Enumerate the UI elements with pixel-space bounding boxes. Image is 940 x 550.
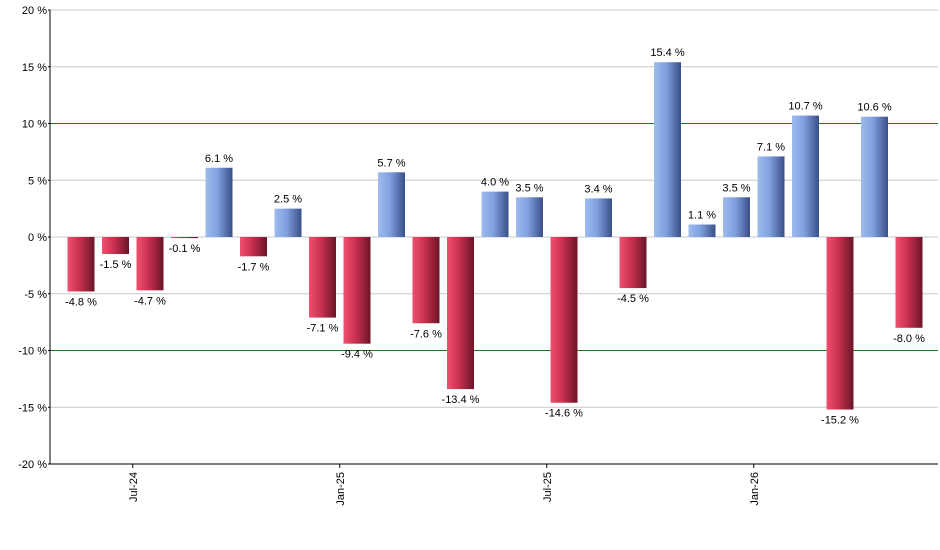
bar: [447, 237, 474, 390]
x-axis-tick-labels: Jul-24 Jan-25 Jul-25 Jan-26: [128, 472, 761, 506]
y-tick-label: -20 %: [18, 459, 47, 471]
bar: [240, 237, 267, 257]
bar: [412, 237, 440, 324]
x-tick-label: Jul-24: [128, 472, 140, 502]
data-label: -7.6 %: [410, 328, 442, 340]
bar: [378, 172, 405, 237]
x-tick-label: Jan-25: [335, 472, 347, 506]
bar: [585, 198, 612, 237]
bar: [792, 115, 819, 237]
x-tick-label: Jan-26: [749, 472, 761, 506]
data-label: -4.8 %: [65, 296, 97, 308]
bar: [481, 191, 509, 237]
data-label: -1.7 %: [238, 261, 270, 273]
bar: [309, 237, 336, 318]
y-tick-label: 5 %: [28, 175, 47, 187]
data-label: 3.4 %: [584, 183, 612, 195]
bar: [895, 237, 923, 328]
y-tick-label: 0 %: [28, 232, 47, 244]
data-label: -14.6 %: [545, 408, 583, 420]
bar: [688, 224, 716, 237]
y-tick-label: 10 %: [22, 119, 47, 131]
data-label: 15.4 %: [650, 47, 684, 59]
bar: [136, 237, 164, 291]
data-label: 1.1 %: [688, 210, 716, 222]
data-label: 10.6 %: [857, 102, 891, 114]
data-label: 3.5 %: [722, 182, 750, 194]
data-label: 5.7 %: [377, 157, 405, 169]
y-tick-label: -5 %: [24, 289, 47, 301]
data-label: 4.0 %: [481, 177, 509, 189]
data-label: -4.5 %: [617, 293, 649, 305]
bar: [826, 237, 854, 410]
bar: [723, 197, 750, 237]
bar: [757, 156, 785, 237]
data-label: -1.5 %: [100, 259, 132, 271]
bar: [205, 167, 233, 237]
y-tick-label: 20 %: [22, 5, 47, 17]
bar: [102, 237, 129, 255]
y-tick-label: -15 %: [18, 402, 47, 414]
y-tick-label: -10 %: [18, 346, 47, 358]
data-label: -13.4 %: [442, 394, 480, 406]
axes: [48, 9, 938, 468]
y-axis-tick-labels: 20 % 15 % 10 % 5 % 0 % -5 % -10 % -15 % -20 %: [18, 5, 47, 471]
data-label: 3.5 %: [515, 182, 543, 194]
data-label: -0.1 %: [169, 243, 201, 255]
data-label: -8.0 %: [893, 333, 925, 345]
bar: [516, 197, 543, 237]
data-label: -15.2 %: [821, 415, 859, 427]
bar: [550, 237, 578, 403]
x-tick-label: Jul-25: [542, 472, 554, 502]
bar: [619, 237, 647, 289]
data-label: 6.1 %: [205, 153, 233, 165]
bar: [343, 237, 371, 344]
data-labels: -4.8 % -1.5 % -4.7 % -0.1 % 6.1 % -1.7 % 2.5 %…: [65, 47, 925, 426]
data-label: -9.4 %: [341, 349, 373, 361]
bar: [274, 208, 302, 237]
data-label: -4.7 %: [134, 295, 166, 307]
bar: [654, 62, 681, 238]
data-label: -7.1 %: [307, 323, 339, 335]
bar: [67, 237, 95, 292]
data-label: 2.5 %: [274, 194, 302, 206]
bars: [67, 62, 923, 410]
y-tick-label: 15 %: [22, 62, 47, 74]
bar: [171, 237, 198, 239]
reference-lines: [50, 123, 938, 351]
data-label: 7.1 %: [757, 141, 785, 153]
bar: [861, 116, 888, 237]
data-label: 10.7 %: [788, 101, 822, 113]
